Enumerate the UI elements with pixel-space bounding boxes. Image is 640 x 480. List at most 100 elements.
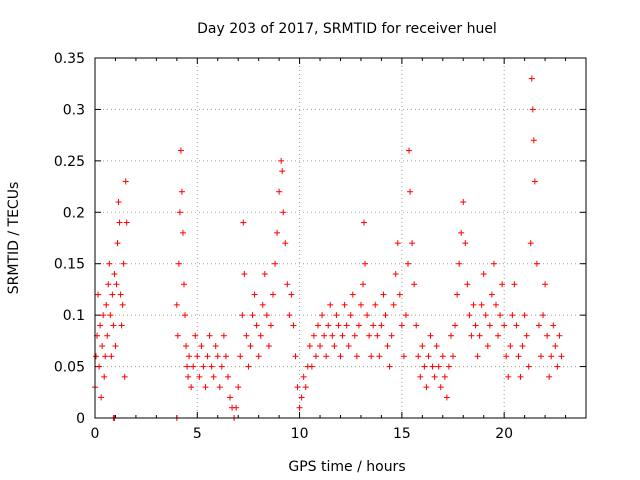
plot-frame [94, 57, 587, 419]
data-point [300, 373, 307, 380]
data-point [402, 312, 409, 319]
data-point [310, 332, 317, 339]
x-tick-label: 0 [91, 426, 100, 442]
data-point [476, 332, 483, 339]
data-point [503, 353, 510, 360]
data-point [259, 301, 266, 308]
data-point [384, 343, 391, 349]
data-point [535, 322, 542, 329]
x-axis-label: GPS time / hours [288, 459, 405, 475]
data-point [335, 322, 342, 329]
data-point [472, 322, 479, 329]
data-point [355, 322, 362, 329]
data-point [478, 301, 485, 308]
data-point [378, 322, 385, 329]
data-point [333, 312, 340, 319]
data-point [110, 322, 117, 329]
data-point [495, 332, 502, 339]
data-point [196, 373, 203, 380]
data-point [200, 363, 207, 370]
data-point [96, 363, 103, 370]
data-point [99, 343, 106, 349]
data-point [390, 301, 397, 308]
x-tick-label: 10 [291, 426, 309, 442]
data-point [329, 332, 336, 339]
data-point [269, 291, 276, 298]
data-point [120, 260, 127, 267]
data-point [351, 332, 358, 339]
data-point [347, 312, 354, 319]
y-tick-label: 0.35 [54, 51, 85, 67]
data-point [278, 157, 285, 164]
data-point [123, 219, 130, 226]
data-point [497, 312, 504, 319]
data-point [530, 137, 537, 144]
data-point [409, 240, 416, 247]
data-point [292, 353, 299, 360]
data-point [325, 322, 332, 329]
data-point [386, 363, 393, 370]
data-point [372, 301, 379, 308]
data-point [224, 373, 231, 380]
data-point [505, 373, 512, 380]
chart-title: Day 203 of 2017, SRMTID for receiver hue… [197, 21, 497, 37]
data-point [445, 363, 452, 370]
data-point [220, 332, 227, 339]
data-point [552, 343, 559, 349]
data-point [460, 199, 467, 205]
data-point [115, 199, 122, 205]
data-point [405, 260, 412, 267]
data-point [439, 353, 446, 360]
data-point [212, 343, 219, 349]
data-point [433, 343, 440, 349]
data-point [210, 373, 217, 380]
data-point [437, 384, 444, 391]
data-point [548, 353, 555, 360]
data-point [276, 188, 283, 195]
data-point [558, 353, 565, 360]
data-point [368, 353, 375, 360]
data-point [349, 291, 356, 298]
data-point [474, 353, 481, 360]
data-point [337, 353, 344, 360]
data-point [396, 291, 403, 298]
data-point [206, 332, 213, 339]
data-point [450, 353, 457, 360]
y-tick-label: 0 [76, 411, 85, 427]
data-point [119, 301, 126, 308]
y-tick-label: 0.15 [54, 257, 85, 273]
y-axis-label: SRMTID / TECUs [6, 182, 22, 295]
data-point [407, 188, 414, 195]
data-point [462, 240, 469, 247]
data-point [102, 353, 109, 360]
data-point [204, 353, 211, 360]
data-point [411, 281, 418, 288]
data-point [280, 209, 287, 216]
x-tick-label: 15 [393, 426, 411, 442]
data-point [490, 260, 497, 267]
data-point [417, 373, 424, 380]
data-point [425, 353, 432, 360]
data-point [114, 240, 121, 247]
data-point [435, 363, 442, 370]
data-point [177, 147, 184, 154]
y-tick-label: 0.3 [63, 102, 85, 118]
data-point [527, 240, 534, 247]
data-point [323, 353, 330, 360]
data-point [398, 322, 405, 329]
axis-ticks [94, 57, 586, 419]
data-point [103, 301, 110, 308]
data-point [431, 373, 438, 380]
data-point [279, 168, 286, 175]
data-point [466, 312, 473, 319]
data-point [274, 229, 281, 236]
data-point [184, 363, 191, 370]
data-point [113, 281, 120, 288]
data-point [178, 188, 185, 195]
data-point [361, 219, 368, 226]
data-point [202, 384, 209, 391]
data-point [235, 384, 242, 391]
data-point [239, 312, 246, 319]
data-point [173, 301, 180, 308]
data-point [261, 271, 268, 277]
